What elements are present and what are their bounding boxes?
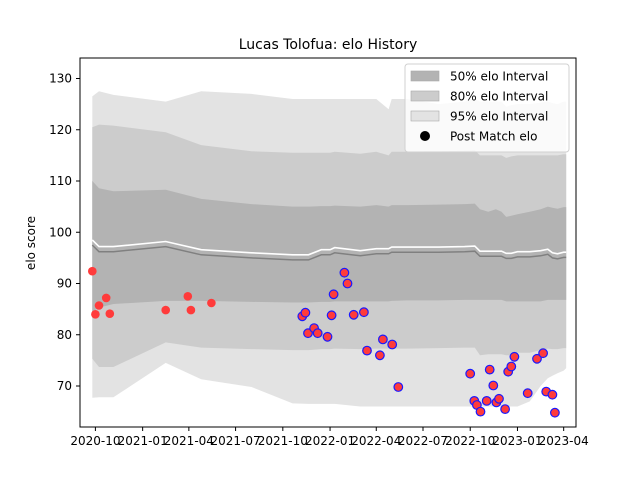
y-axis-label: elo score (24, 216, 38, 270)
x-tick-label: 2022-04 (351, 434, 401, 448)
elo-point (101, 293, 111, 303)
y-tick-label: 90 (57, 277, 72, 291)
x-tick-label: 2021-01 (118, 434, 168, 448)
elo-point (94, 301, 104, 310)
mean-elo-halo-line (91, 239, 567, 256)
elo-point (326, 310, 337, 321)
elo-point (342, 278, 353, 289)
elo-point (494, 393, 504, 404)
elo-point (522, 388, 533, 399)
elo-point (186, 305, 196, 315)
elo-point (105, 309, 115, 319)
elo-point (207, 298, 216, 308)
mean-elo-line (91, 244, 567, 261)
elo-point (393, 382, 404, 392)
elo-point (300, 307, 311, 318)
elo-point (500, 404, 511, 415)
elo-point (509, 351, 520, 362)
elo-point (161, 305, 170, 315)
y-tick-label: 110 (49, 174, 72, 188)
x-tick-label: 2023-01 (492, 434, 542, 448)
elo-point (322, 331, 333, 342)
x-tick-label: 2023-04 (539, 434, 589, 448)
x-tick-label: 2020-10 (70, 434, 120, 448)
y-tick-label: 130 (49, 72, 72, 86)
elo-point (312, 328, 323, 339)
elo-point (375, 350, 385, 361)
legend-label: Post Match elo (450, 130, 537, 144)
elo-point (88, 266, 97, 276)
legend-swatch (410, 70, 440, 82)
elo-point (183, 292, 193, 301)
elo-point (532, 353, 542, 364)
legend: 50% elo Interval 80% elo Interval 95% elo … (404, 63, 570, 153)
elo-point (484, 364, 495, 375)
x-tick-label: 2021-04 (164, 434, 214, 448)
elo-point (303, 328, 313, 339)
y-tick-label: 80 (57, 328, 72, 342)
legend-marker (420, 131, 430, 141)
band-50 (92, 181, 567, 312)
elo-point (348, 309, 359, 320)
axes-frame (79, 57, 577, 428)
y-tick-label: 120 (49, 123, 72, 137)
y-tick-label: 70 (57, 379, 72, 393)
elo-point (91, 310, 100, 319)
elo-point (506, 361, 517, 372)
x-tick-label: 2022-01 (305, 434, 355, 448)
elo-point (538, 348, 548, 359)
elo-point (465, 368, 476, 379)
y-tick-label: 100 (49, 225, 72, 239)
elo-point (481, 396, 492, 406)
elo-point (475, 406, 486, 417)
elo-point (328, 289, 339, 300)
x-tick-label: 2021-07 (211, 434, 261, 448)
x-axis: 2020-102021-012021-042021-072021-102022-… (70, 427, 589, 448)
legend-box (404, 63, 570, 153)
elo-point (378, 334, 388, 345)
y-axis: 70 80 90 100 110 120 130 (49, 72, 80, 393)
chart-title: Lucas Tolofua: elo History (239, 37, 418, 53)
legend-label: 95% elo Interval (450, 110, 548, 124)
elo-point (339, 267, 350, 278)
elo-point (488, 380, 499, 391)
elo-point (547, 389, 558, 400)
plot-frame (79, 57, 577, 428)
x-tick-label: 2021-10 (258, 434, 308, 448)
x-tick-label: 2022-07 (398, 434, 448, 448)
legend-swatch (410, 110, 440, 122)
legend-label: 80% elo Interval (450, 90, 548, 104)
legend-swatch (410, 90, 440, 102)
elo-point (550, 407, 560, 418)
elo-point (387, 339, 398, 350)
x-tick-label: 2022-10 (445, 434, 495, 448)
elo-point (359, 307, 369, 318)
elo-point (362, 345, 372, 356)
legend-label: 50% elo Interval (450, 70, 548, 84)
plot-area (88, 91, 567, 418)
